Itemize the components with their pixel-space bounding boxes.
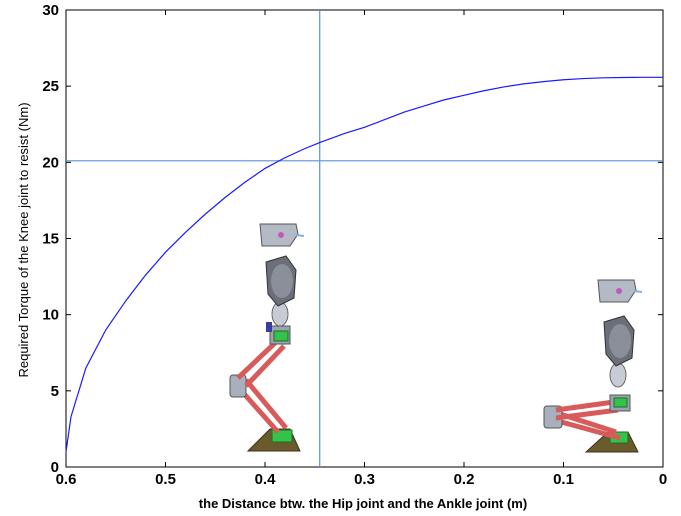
robot-leg-standing-illustration <box>230 224 304 451</box>
x-tick-label: 0.1 <box>553 471 574 488</box>
robot-leg-crouched-illustration <box>544 280 642 452</box>
x-axis-title: the Distance btw. the Hip joint and the … <box>199 496 527 511</box>
y-tick-label: 10 <box>42 307 59 324</box>
torque-curve-line <box>66 77 663 451</box>
y-axis-title: Required Torque of the Knee joint to res… <box>16 102 31 377</box>
x-tick-label: 0.2 <box>454 471 475 488</box>
y-tick-label: 30 <box>42 2 59 19</box>
plot-frame <box>66 10 663 467</box>
y-tick-label: 15 <box>42 231 59 248</box>
y-tick-label: 5 <box>51 383 59 400</box>
x-tick-label: 0.4 <box>255 471 277 488</box>
x-tick-label: 0 <box>659 471 667 488</box>
y-tick-label: 25 <box>42 78 59 95</box>
x-tick-label: 0.3 <box>354 471 375 488</box>
y-tick-label: 20 <box>42 154 59 171</box>
y-tick-label: 0 <box>51 459 59 476</box>
x-tick-label: 0.5 <box>155 471 176 488</box>
